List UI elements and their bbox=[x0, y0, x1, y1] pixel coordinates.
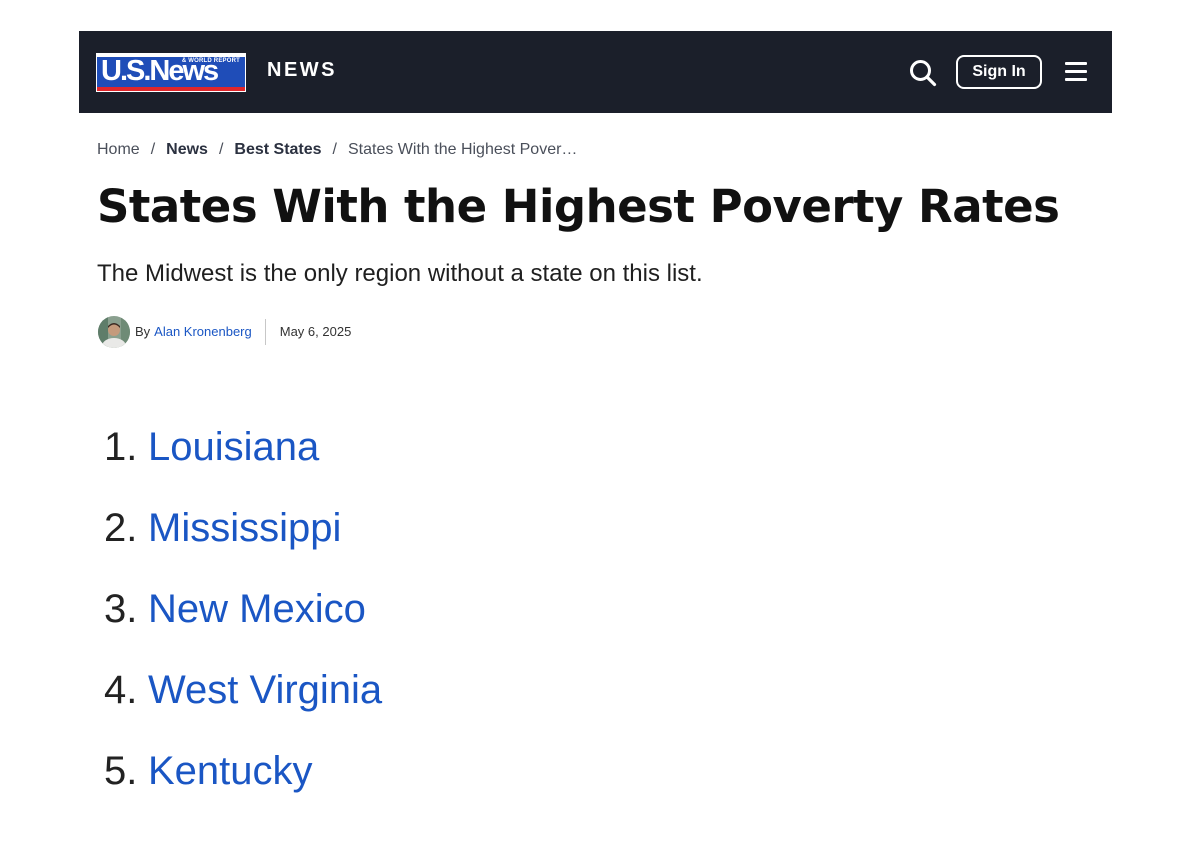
ranking-list: 1. Louisiana 2. Mississippi 3. New Mexico 4… bbox=[104, 420, 382, 825]
author-link[interactable]: Alan Kronenberg bbox=[154, 324, 252, 339]
list-item: 1. Louisiana bbox=[104, 420, 382, 501]
search-icon bbox=[910, 60, 937, 87]
byline-divider bbox=[264, 318, 266, 345]
state-link-mississippi[interactable]: Mississippi bbox=[148, 506, 342, 550]
byline-prefix: By bbox=[135, 324, 151, 339]
breadcrumb-current: States With the Highest Pover… bbox=[348, 141, 578, 158]
breadcrumb-home[interactable]: Home bbox=[97, 141, 140, 158]
state-link-new-mexico[interactable]: New Mexico bbox=[148, 587, 366, 631]
breadcrumb-best-states[interactable]: Best States bbox=[234, 141, 322, 158]
hamburger-menu-icon[interactable] bbox=[1065, 62, 1087, 82]
author-avatar-image bbox=[98, 315, 130, 348]
breadcrumb-separator: / bbox=[218, 141, 224, 158]
list-item: 5. Kentucky bbox=[104, 744, 382, 825]
rank-number: 4. bbox=[104, 668, 138, 712]
logo-text: U.S.News bbox=[101, 55, 219, 87]
state-link-west-virginia[interactable]: West Virginia bbox=[148, 668, 383, 712]
section-label[interactable]: NEWS bbox=[267, 59, 337, 81]
breadcrumb-news[interactable]: News bbox=[166, 141, 208, 158]
rank-number: 2. bbox=[104, 506, 138, 550]
byline: By Alan Kronenberg May 6, 2025 bbox=[98, 315, 351, 348]
list-item: 4. West Virginia bbox=[104, 663, 382, 744]
rank-number: 1. bbox=[104, 425, 138, 469]
breadcrumb-separator: / bbox=[150, 141, 156, 158]
sign-in-button[interactable]: Sign In bbox=[956, 55, 1042, 89]
breadcrumb-separator: / bbox=[332, 141, 337, 158]
usnews-logo[interactable]: & WORLD REPORT U.S.News bbox=[97, 54, 245, 91]
state-link-louisiana[interactable]: Louisiana bbox=[148, 425, 320, 469]
site-header: & WORLD REPORT U.S.News NEWS Sign In bbox=[79, 31, 1112, 113]
list-item: 3. New Mexico bbox=[104, 582, 382, 663]
rank-number: 3. bbox=[104, 587, 138, 631]
search-button[interactable] bbox=[909, 59, 937, 87]
article-subtitle: The Midwest is the only region without a… bbox=[97, 260, 703, 287]
publish-date: May 6, 2025 bbox=[279, 324, 352, 339]
rank-number: 5. bbox=[104, 749, 138, 793]
state-link-kentucky[interactable]: Kentucky bbox=[148, 749, 313, 793]
list-item: 2. Mississippi bbox=[104, 501, 382, 582]
page-title: States With the Highest Poverty Rates bbox=[97, 180, 1060, 233]
breadcrumb: Home / News / Best States / States With the Hi… bbox=[97, 141, 577, 159]
author-avatar[interactable] bbox=[98, 315, 130, 348]
logo-subtext: & WORLD REPORT bbox=[181, 58, 240, 64]
